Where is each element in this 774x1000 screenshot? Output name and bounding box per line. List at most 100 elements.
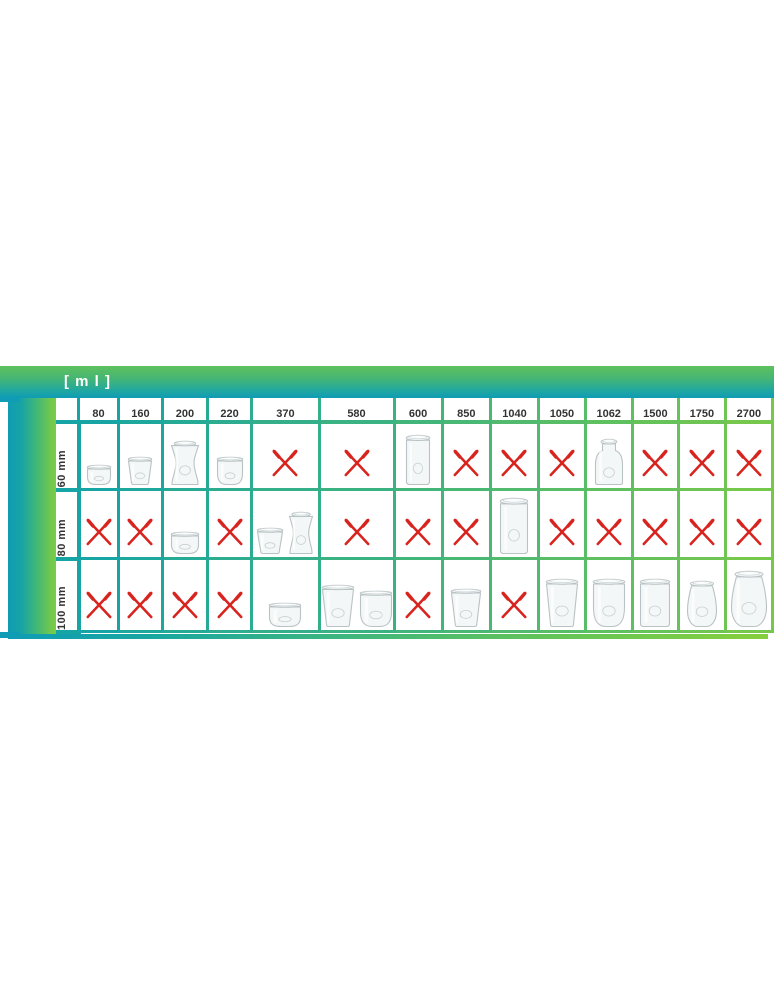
jar-round-tall [592, 578, 626, 628]
grid-cell-100-mm-1050[interactable] [537, 557, 587, 633]
grid-cell-80-mm-850[interactable] [440, 488, 492, 560]
unit-label: [ m l ] [64, 373, 111, 390]
grid-cell-100-mm-200[interactable] [161, 557, 209, 633]
row-header-100-mm: 100 mm [56, 556, 81, 634]
grid-cell-80-mm-160[interactable] [116, 488, 165, 560]
unavailable-x-icon [734, 517, 764, 547]
unavailable-x-icon [451, 517, 481, 547]
jar-low-bowl [268, 602, 302, 628]
jar-squat-lid [86, 464, 112, 486]
grid-cell-100-mm-600[interactable] [392, 557, 444, 633]
grid-cell-60-mm-2700[interactable] [723, 420, 774, 491]
jar-tall-cylinder-big [499, 497, 529, 555]
grid-cell-80-mm-1040[interactable] [488, 488, 541, 560]
grid-cell-80-mm-1500[interactable] [630, 488, 681, 560]
grid-cell-100-mm-1750[interactable] [677, 557, 727, 633]
grid-cell-100-mm-160[interactable] [116, 557, 165, 633]
unit-banner: [ m l ] [0, 366, 774, 398]
left-gradient-rail [8, 398, 56, 638]
grid-cell-80-mm-370[interactable] [250, 488, 321, 560]
unavailable-x-icon [84, 517, 114, 547]
unavailable-x-icon [125, 517, 155, 547]
jar-tall-cylinder [405, 434, 431, 486]
jar-round-lid [216, 456, 244, 486]
grid-cell-80-mm-80[interactable] [77, 488, 120, 560]
grid-cell-60-mm-80[interactable] [77, 420, 120, 491]
grid-cell-80-mm-1062[interactable] [583, 488, 634, 560]
column-header-1050: 1050 [537, 398, 587, 424]
grid-cell-60-mm-1040[interactable] [488, 420, 541, 491]
grid-cell-100-mm-1062[interactable] [583, 557, 634, 633]
unavailable-x-icon [734, 448, 764, 478]
grid-cell-80-mm-2700[interactable] [723, 488, 774, 560]
grid-cell-60-mm-200[interactable] [161, 420, 209, 491]
unavailable-x-icon [640, 517, 670, 547]
unavailable-x-icon [342, 517, 372, 547]
grid-cell-100-mm-1040[interactable] [488, 557, 541, 633]
row-header-label: 60 mm [56, 450, 68, 488]
grid-header-row: 80 160 200 220 370 580 600 850 1040 1050 1062 1500 1… [56, 398, 774, 424]
column-header-1750: 1750 [677, 398, 727, 424]
grid-cell-60-mm-1500[interactable] [630, 420, 681, 491]
row-header-80-mm: 80 mm [56, 487, 81, 561]
unavailable-x-icon [451, 448, 481, 478]
jar-sturz [321, 584, 355, 628]
row-header-60-mm: 60 mm [56, 420, 81, 492]
unavailable-x-icon [84, 590, 114, 620]
jar-round-wide [359, 590, 393, 628]
unavailable-x-icon [687, 517, 717, 547]
grid-cell-80-mm-1750[interactable] [677, 488, 727, 560]
compatibility-grid: 80 160 200 220 370 580 600 850 1040 1050 1062 1500 1… [56, 398, 774, 634]
column-header-1500: 1500 [630, 398, 681, 424]
grid-cell-80-mm-200[interactable] [161, 488, 209, 560]
unavailable-x-icon [594, 517, 624, 547]
grid-cell-60-mm-850[interactable] [440, 420, 492, 491]
column-header-580: 580 [317, 398, 396, 424]
grid-row-80-mm: 80 mm [56, 487, 774, 561]
column-header-220: 220 [205, 398, 254, 424]
grid-cell-60-mm-1050[interactable] [537, 420, 587, 491]
unavailable-x-icon [170, 590, 200, 620]
grid-cell-100-mm-2700[interactable] [723, 557, 774, 633]
grid-cell-60-mm-370[interactable] [250, 420, 321, 491]
column-header-1062: 1062 [583, 398, 634, 424]
unavailable-x-icon [125, 590, 155, 620]
jar-tumbler [256, 527, 284, 555]
grid-cell-100-mm-370[interactable] [250, 557, 321, 633]
grid-cell-60-mm-580[interactable] [317, 420, 396, 491]
grid-cell-100-mm-1500[interactable] [630, 557, 681, 633]
jar-hourglass-tall [288, 511, 314, 555]
grid-cell-100-mm-850[interactable] [440, 557, 492, 633]
unavailable-x-icon [403, 590, 433, 620]
column-header-200: 200 [161, 398, 209, 424]
column-header-370: 370 [250, 398, 321, 424]
grid-cell-80-mm-600[interactable] [392, 488, 444, 560]
column-header-1040: 1040 [488, 398, 541, 424]
unavailable-x-icon [687, 448, 717, 478]
grid-row-100-mm: 100 mm [56, 556, 774, 634]
unavailable-x-icon [342, 448, 372, 478]
grid-cell-80-mm-1050[interactable] [537, 488, 587, 560]
grid-cell-60-mm-1062[interactable] [583, 420, 634, 491]
grid-cell-60-mm-600[interactable] [392, 420, 444, 491]
unavailable-x-icon [499, 448, 529, 478]
grid-row-60-mm: 60 mm [56, 420, 774, 492]
unavailable-x-icon [403, 517, 433, 547]
grid-cell-60-mm-220[interactable] [205, 420, 254, 491]
grid-cell-60-mm-1750[interactable] [677, 420, 727, 491]
jar-tulip [686, 580, 718, 628]
unavailable-x-icon [547, 448, 577, 478]
grid-cell-100-mm-580[interactable] [317, 557, 396, 633]
grid-cell-80-mm-580[interactable] [317, 488, 396, 560]
grid-corner [56, 398, 79, 422]
column-header-80: 80 [77, 398, 120, 424]
grid-cell-80-mm-220[interactable] [205, 488, 254, 560]
unavailable-x-icon [640, 448, 670, 478]
grid-cell-60-mm-160[interactable] [116, 420, 165, 491]
grid-cell-100-mm-80[interactable] [77, 557, 120, 633]
jar-hourglass [170, 440, 200, 486]
grid-cell-100-mm-220[interactable] [205, 557, 254, 633]
column-header-850: 850 [440, 398, 492, 424]
jar-bottle [594, 438, 624, 486]
